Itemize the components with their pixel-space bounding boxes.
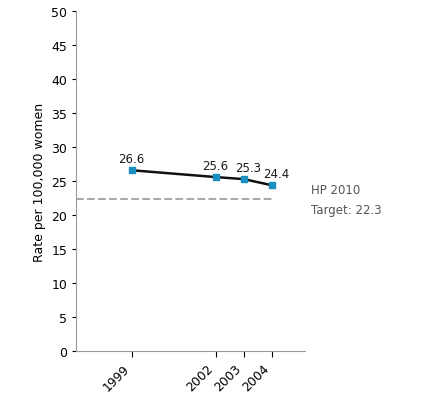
Point <box>240 176 247 183</box>
Text: 25.3: 25.3 <box>235 162 262 175</box>
Text: 25.6: 25.6 <box>202 160 228 173</box>
Point <box>212 174 219 181</box>
Y-axis label: Rate per 100,000 women: Rate per 100,000 women <box>33 102 46 261</box>
Text: 26.6: 26.6 <box>118 152 145 166</box>
Text: 24.4: 24.4 <box>263 168 290 181</box>
Text: HP 2010: HP 2010 <box>311 184 360 197</box>
Text: Target: 22.3: Target: 22.3 <box>311 203 382 216</box>
Point <box>129 168 136 174</box>
Point <box>268 183 275 189</box>
